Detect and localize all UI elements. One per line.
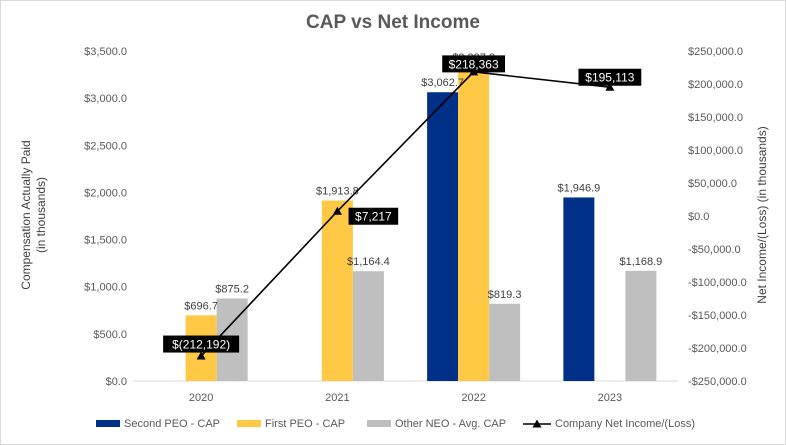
x-tick-label: 2021 <box>325 392 349 404</box>
legend-label: Other NEO - Avg. CAP <box>395 418 506 430</box>
bar <box>563 197 595 381</box>
net-income-marker <box>196 351 206 360</box>
legend-label: First PEO - CAP <box>265 418 345 430</box>
bar <box>321 200 353 381</box>
y2-tick-label: -$50,000.0 <box>688 244 741 256</box>
bar <box>427 92 459 381</box>
y-tick-label: $3,500.0 <box>84 46 127 58</box>
y-tick-label: $3,000.0 <box>84 93 127 105</box>
net-income-data-label: $(212,192) <box>172 338 230 352</box>
bar-data-label: $696.7 <box>184 300 218 312</box>
y2-tick-label: -$150,000.0 <box>688 310 747 322</box>
y2-tick-label: -$200,000.0 <box>688 343 747 355</box>
bar-data-label: $1,168.9 <box>619 256 662 268</box>
bar <box>458 67 490 382</box>
bar-data-label: $819.3 <box>488 289 522 301</box>
bar-data-label: $1,913.8 <box>316 186 359 198</box>
legend-marker <box>532 419 542 428</box>
bar <box>489 303 521 381</box>
net-income-data-label: $195,113 <box>585 71 634 85</box>
y2-tick-label: $250,000.0 <box>688 46 743 58</box>
y-tick-label: $2,500.0 <box>84 140 127 152</box>
legend-label: Second PEO - CAP <box>124 418 220 430</box>
y-tick-label: $2,000.0 <box>84 187 127 199</box>
net-income-data-label: $218,363 <box>449 57 499 71</box>
y-tick-label: $1,500.0 <box>84 235 127 247</box>
net-income-line <box>200 71 610 357</box>
x-tick-label: 2022 <box>461 392 485 404</box>
chart-title: CAP vs Net Income <box>306 12 480 33</box>
y-tick-label: $1,000.0 <box>84 282 127 294</box>
net-income-label-box <box>348 207 399 225</box>
y-tick-label: $500.0 <box>93 329 127 341</box>
y2-tick-label: $0.0 <box>688 211 709 223</box>
bar-data-label: $1,164.4 <box>347 256 390 268</box>
legend-swatch <box>96 420 120 427</box>
y2-tick-label: $100,000.0 <box>688 145 743 157</box>
legend-swatch <box>237 420 261 427</box>
legend-swatch <box>367 420 391 427</box>
y-axis-title-line-2: (in thousands) <box>34 177 48 253</box>
y-tick-label: $0.0 <box>106 376 127 388</box>
bar-data-label: $3,062.7 <box>421 77 464 89</box>
x-tick-label: 2020 <box>189 392 213 404</box>
bar-data-label: $875.2 <box>215 283 249 295</box>
y2-tick-label: $200,000.0 <box>688 79 743 91</box>
net-income-label-box <box>442 55 506 73</box>
bar-data-label: $1,946.9 <box>557 182 600 194</box>
net-income-data-label: $7,217 <box>355 210 392 224</box>
y2-axis-title: Net Income/(Loss) (in thousands) <box>755 126 769 303</box>
bar <box>625 270 657 381</box>
y2-tick-label: $150,000.0 <box>688 112 743 124</box>
x-tick-label: 2023 <box>598 392 622 404</box>
y2-tick-label: -$100,000.0 <box>688 277 747 289</box>
net-income-label-box <box>163 335 240 353</box>
net-income-marker <box>332 206 342 215</box>
y2-tick-label: -$250,000.0 <box>688 376 747 388</box>
legend-label: Company Net Income/(Loss) <box>555 418 695 430</box>
y2-tick-label: $50,000.0 <box>688 178 737 190</box>
y-axis-title-line-1: Compensation Actually Paid <box>19 140 33 289</box>
net-income-label-box <box>578 68 642 86</box>
net-income-marker <box>605 82 615 91</box>
bar <box>352 271 384 381</box>
